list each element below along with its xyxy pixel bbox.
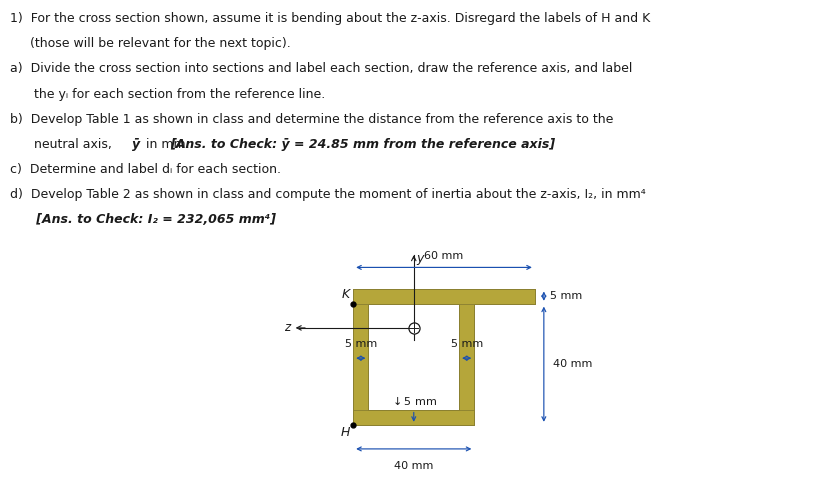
Bar xyxy=(353,409,474,425)
Text: b)  Develop Table 1 as shown in class and determine the distance from the refere: b) Develop Table 1 as shown in class and… xyxy=(10,113,613,126)
Text: 5 mm: 5 mm xyxy=(344,339,376,349)
Text: y: y xyxy=(416,252,423,265)
Text: $\downarrow$5 mm: $\downarrow$5 mm xyxy=(390,394,437,407)
Text: a)  Divide the cross section into sections and label each section, draw the refe: a) Divide the cross section into section… xyxy=(10,62,632,76)
Bar xyxy=(353,288,534,304)
Text: (those will be relevant for the next topic).: (those will be relevant for the next top… xyxy=(10,37,290,50)
Bar xyxy=(459,304,474,425)
Text: c)  Determine and label dᵢ for each section.: c) Determine and label dᵢ for each secti… xyxy=(10,163,280,176)
Text: neutral axis,: neutral axis, xyxy=(10,138,116,151)
Text: z: z xyxy=(284,320,289,333)
Text: 40 mm: 40 mm xyxy=(394,461,433,471)
Text: 40 mm: 40 mm xyxy=(552,359,591,369)
Text: 5 mm: 5 mm xyxy=(549,291,581,301)
Text: H: H xyxy=(341,426,350,439)
Text: 1)  For the cross section shown, assume it is bending about the z-axis. Disregar: 1) For the cross section shown, assume i… xyxy=(10,12,649,25)
Text: 60 mm: 60 mm xyxy=(424,251,463,261)
Text: in mm.: in mm. xyxy=(141,138,193,151)
Text: K: K xyxy=(342,287,350,301)
Text: ȳ: ȳ xyxy=(132,138,141,151)
Text: the yᵢ for each section from the reference line.: the yᵢ for each section from the referen… xyxy=(10,88,325,101)
Bar xyxy=(353,304,368,425)
Text: [Ans. to Check: ȳ = 24.85 mm from the reference axis]: [Ans. to Check: ȳ = 24.85 mm from the re… xyxy=(170,138,554,151)
Text: 5 mm: 5 mm xyxy=(450,339,482,349)
Text: d)  Develop Table 2 as shown in class and compute the moment of inertia about th: d) Develop Table 2 as shown in class and… xyxy=(10,188,645,201)
Text: [Ans. to Check: I₂ = 232,065 mm⁴]: [Ans. to Check: I₂ = 232,065 mm⁴] xyxy=(10,213,275,227)
